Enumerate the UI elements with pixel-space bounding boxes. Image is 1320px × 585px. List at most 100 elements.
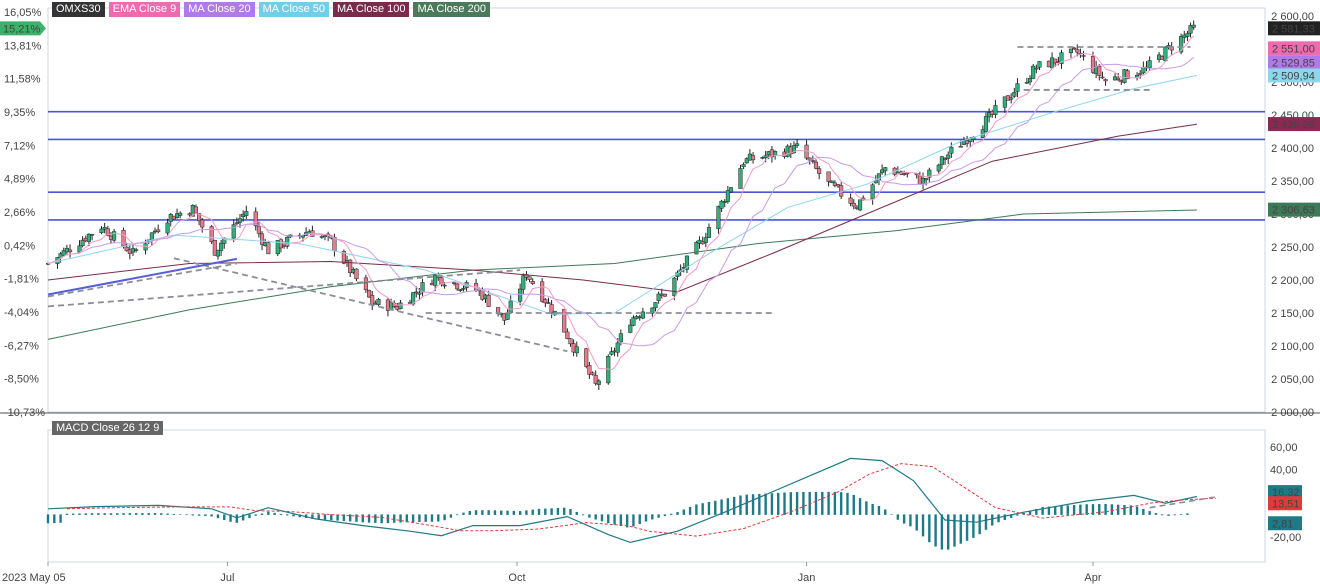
macd-badge-text: 13,51 bbox=[1272, 498, 1300, 510]
candle-body bbox=[942, 158, 948, 160]
macd-histogram-bar bbox=[1129, 505, 1132, 515]
macd-histogram-bar bbox=[374, 514, 377, 523]
macd-histogram-bar bbox=[197, 514, 201, 516]
right-tick-label: 2 250,00 bbox=[1271, 242, 1314, 254]
left-badge-text: 15,21% bbox=[3, 23, 41, 35]
macd-histogram-bar bbox=[814, 491, 818, 515]
macd-histogram-bar bbox=[745, 494, 748, 515]
left-tick-label: -10,73% bbox=[4, 407, 45, 419]
macd-histogram-bar bbox=[688, 506, 692, 515]
candle-body bbox=[1012, 92, 1017, 97]
macd-histogram-bar bbox=[940, 514, 944, 550]
macd-histogram-bar bbox=[670, 513, 673, 515]
trendline-up bbox=[47, 269, 521, 308]
candle-body bbox=[987, 112, 992, 118]
candle-body bbox=[813, 161, 819, 169]
candle-body bbox=[738, 168, 743, 189]
macd-histogram-bar bbox=[758, 493, 761, 515]
macd-histogram-bar bbox=[1041, 506, 1044, 515]
macd-badge bbox=[1268, 496, 1302, 511]
candle-body bbox=[684, 255, 690, 270]
macd-histogram-bar bbox=[732, 496, 736, 515]
macd-histogram-bar bbox=[531, 509, 534, 515]
macd-histogram-bar bbox=[714, 500, 717, 515]
macd-histogram-bar bbox=[695, 504, 698, 515]
macd-histogram-bar bbox=[607, 514, 610, 524]
left-tick-label: -1,81% bbox=[4, 274, 39, 286]
macd-histogram-bar bbox=[991, 514, 994, 526]
macd-histogram-bar bbox=[122, 513, 125, 515]
macd-histogram-bar bbox=[411, 514, 415, 523]
candle-body bbox=[722, 201, 727, 203]
ma200-line bbox=[47, 209, 1197, 340]
macd-histogram-bar bbox=[348, 514, 352, 522]
macd-histogram-bar bbox=[474, 510, 478, 515]
macd-histogram-bar bbox=[896, 514, 900, 520]
macd-histogram-bar bbox=[279, 513, 283, 515]
candle-body bbox=[1068, 48, 1074, 54]
candle-body bbox=[417, 292, 422, 295]
macd-histogram-bar bbox=[481, 510, 484, 515]
macd-histogram-bar bbox=[928, 514, 931, 543]
macd-histogram-bar bbox=[1148, 511, 1151, 515]
macd-histogram-bar bbox=[676, 512, 679, 515]
candle-body bbox=[574, 346, 579, 354]
candle-body bbox=[414, 291, 419, 294]
macd-legend: MACD Close 26 12 9 bbox=[52, 418, 164, 436]
candle-body bbox=[174, 213, 180, 219]
candle-body bbox=[253, 211, 258, 227]
macd-badge bbox=[1268, 485, 1302, 500]
macd-histogram-bar bbox=[726, 498, 730, 515]
candle-body bbox=[266, 242, 271, 255]
macd-histogram-bar bbox=[153, 513, 157, 515]
macd-histogram-bar bbox=[544, 508, 547, 515]
candle-body bbox=[672, 277, 677, 296]
candle-body bbox=[212, 240, 217, 256]
candle-body bbox=[983, 116, 989, 132]
candle-body bbox=[927, 169, 932, 178]
macd-histogram-bar bbox=[1154, 513, 1158, 515]
candle-body bbox=[442, 284, 447, 287]
macd-histogram-bar bbox=[292, 514, 295, 517]
candle-body bbox=[105, 228, 110, 236]
macd-histogram-bar bbox=[657, 514, 660, 518]
macd-legend-label: MACD Close 26 12 9 bbox=[52, 421, 164, 435]
macd-histogram-bar bbox=[1054, 506, 1057, 515]
candle-body bbox=[880, 169, 885, 174]
macd-histogram-bar bbox=[241, 514, 245, 521]
candle-body bbox=[1034, 67, 1039, 70]
macd-histogram-bar bbox=[959, 514, 962, 544]
macd-histogram-bar bbox=[267, 511, 270, 515]
macd-histogram-bar bbox=[651, 514, 654, 520]
candle-body bbox=[134, 249, 139, 251]
macd-histogram-bar bbox=[506, 510, 509, 515]
left-tick-label: -8,50% bbox=[4, 374, 39, 386]
candle-body bbox=[1081, 55, 1086, 57]
macd-histogram-bar bbox=[405, 514, 409, 523]
candle-body bbox=[795, 143, 800, 146]
candle-body bbox=[486, 294, 491, 307]
macd-histogram-bar bbox=[795, 492, 799, 515]
candle-body bbox=[596, 380, 601, 385]
candle-body bbox=[219, 242, 224, 251]
legend-item: MA Close 50 bbox=[258, 2, 329, 17]
macd-histogram-bar bbox=[588, 514, 591, 518]
price-badge bbox=[1268, 117, 1320, 132]
candle-body bbox=[1163, 46, 1168, 62]
candle-body bbox=[1185, 33, 1190, 37]
candle-body bbox=[322, 235, 328, 238]
macd-histogram-bar bbox=[720, 499, 723, 515]
macd-histogram-bar bbox=[1066, 505, 1070, 515]
candle-body bbox=[1179, 36, 1184, 53]
candle-body bbox=[1100, 76, 1105, 79]
macd-histogram-bar bbox=[619, 514, 623, 527]
macd-histogram-bar bbox=[90, 513, 94, 515]
macd-histogram-bar bbox=[833, 491, 837, 515]
ma20-line bbox=[47, 56, 1195, 347]
legend: OMXS30 EMA Close 9 MA Close 20 MA Close 50 M… bbox=[52, 2, 490, 17]
macd-histogram-bar bbox=[1035, 508, 1038, 515]
macd-histogram-bar bbox=[1098, 504, 1101, 515]
macd-histogram-bar bbox=[877, 505, 881, 515]
legend-item: MA Close 100 bbox=[332, 2, 410, 17]
macd-histogram-bar bbox=[1173, 514, 1177, 516]
